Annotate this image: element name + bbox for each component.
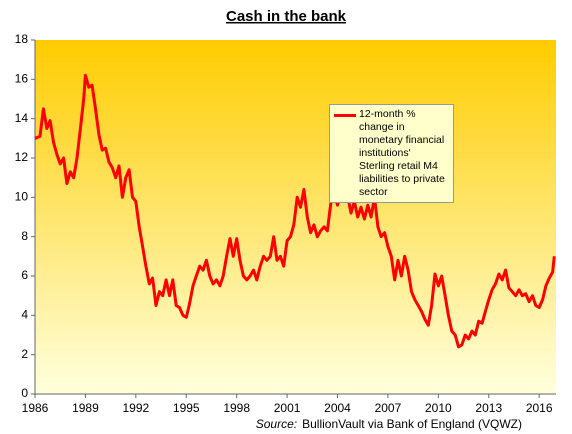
source: Source: BullionVault via Bank of England … — [256, 417, 522, 431]
legend-label: 12-month % change in monetary financial … — [359, 108, 445, 198]
legend-swatch — [334, 114, 356, 117]
y-tick-label: 4 — [21, 308, 28, 322]
y-tick-label: 2 — [21, 347, 28, 361]
y-tick-label: 8 — [21, 229, 28, 243]
x-tick-label: 2001 — [274, 401, 301, 415]
x-tick-label: 1992 — [122, 401, 149, 415]
x-tick-label: 1989 — [72, 401, 99, 415]
x-tick-label: 2013 — [475, 401, 502, 415]
y-tick-label: 10 — [15, 190, 29, 204]
data-line — [34, 73, 556, 349]
x-tick-label: 1998 — [223, 401, 250, 415]
y-tick-label: 12 — [15, 150, 29, 164]
y-tick-label: 0 — [21, 386, 28, 400]
x-tick-label: 1986 — [22, 401, 49, 415]
x-tick-label: 1995 — [173, 401, 200, 415]
x-tick-label: 2016 — [526, 401, 553, 415]
x-tick-label: 2004 — [324, 401, 351, 415]
source-label: Source: — [256, 417, 297, 431]
x-tick-label: 2007 — [375, 401, 402, 415]
y-tick-label: 6 — [21, 268, 28, 282]
chart-title: Cash in the bank — [226, 8, 347, 25]
legend: 12-month % change in monetary financial … — [329, 104, 454, 203]
source-text: BullionVault via Bank of England (VQWZ) — [302, 417, 522, 431]
y-tick-label: 16 — [15, 72, 29, 86]
y-tick-label: 14 — [15, 111, 29, 125]
x-tick-label: 2010 — [425, 401, 452, 415]
y-tick-label: 18 — [15, 32, 29, 46]
